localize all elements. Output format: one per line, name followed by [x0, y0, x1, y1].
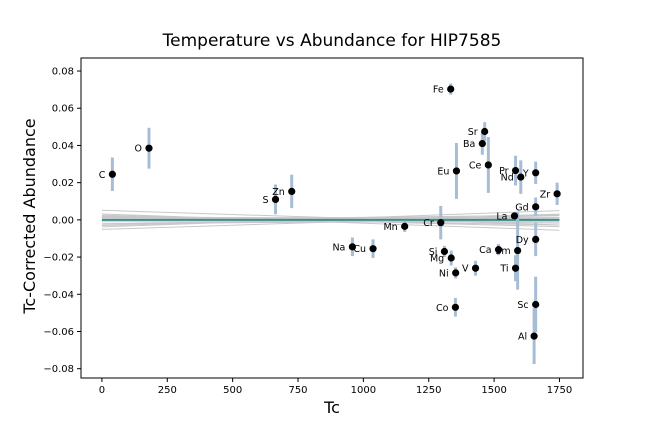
data-point: [478, 139, 486, 148]
data-point: [401, 222, 409, 230]
point-label: Cr: [423, 218, 434, 229]
y-tick-label: −0.08: [43, 364, 74, 375]
data-point: [440, 247, 449, 256]
data-point: [108, 170, 116, 178]
point-label: Ca: [479, 245, 491, 256]
data-point: [452, 269, 460, 277]
point-label: Pr: [499, 166, 509, 177]
y-tick-label: 0.08: [52, 67, 74, 78]
x-axis-ticks: 0 250 500 750 1000 1250 1500 1750: [99, 378, 572, 396]
point-label: Zn: [272, 187, 285, 198]
y-tick-label: −0.04: [43, 290, 74, 301]
y-tick-label: −0.02: [43, 253, 74, 264]
point-label: Sm: [495, 246, 510, 257]
data-point: [447, 85, 455, 93]
y-tick-label: 0.00: [52, 215, 74, 226]
data-point: [447, 254, 455, 262]
data-point: [452, 167, 461, 175]
data-point: [271, 195, 280, 203]
data-point: [514, 246, 522, 255]
data-point: [494, 246, 503, 254]
point-label: Co: [436, 303, 449, 314]
point-label: O: [134, 144, 141, 155]
data-point: [145, 144, 153, 152]
point-label: V: [462, 264, 469, 275]
plot-frame: [80, 57, 584, 379]
point-label: Mn: [383, 222, 397, 233]
data-point: [532, 169, 540, 177]
data-point: [532, 203, 540, 211]
x-tick-label: 250: [158, 385, 177, 396]
y-tick-label: 0.04: [52, 141, 74, 152]
x-tick-label: 1750: [547, 385, 572, 396]
y-tick-label: 0.02: [52, 178, 74, 189]
y-tick-label: 0.06: [52, 104, 74, 115]
data-point: [484, 161, 492, 169]
point-label: Gd: [515, 202, 528, 213]
point-label: Na: [332, 242, 345, 253]
x-tick-label: 1500: [481, 385, 506, 396]
point-label: Dy: [516, 235, 529, 246]
data-point: [532, 300, 540, 309]
data-point: [369, 245, 377, 253]
x-axis-label: Tc: [323, 398, 340, 417]
data-point: [511, 264, 520, 272]
x-tick-label: 1000: [351, 385, 376, 396]
point-label: Fe: [433, 85, 444, 96]
point-label: Sc: [517, 300, 528, 311]
data-point: [517, 173, 525, 181]
data-point: [553, 190, 561, 198]
y-axis-ticks: −0.08 −0.06 −0.04 −0.02 0.00 0.02 0.04 0.06 0.08: [43, 67, 81, 375]
point-label: Al: [518, 332, 527, 343]
data-point: [532, 235, 540, 243]
data-point: [510, 212, 519, 220]
point-label: C: [99, 170, 106, 181]
point-label: Ni: [439, 268, 449, 279]
point-label: La: [496, 211, 507, 222]
y-tick-label: −0.06: [43, 327, 74, 338]
data-point: [481, 127, 489, 136]
point-label: Nd: [501, 173, 514, 184]
point-label: Eu: [437, 166, 449, 177]
x-tick-label: 750: [288, 385, 307, 396]
y-axis-label: Tc-Corrected Abundance: [20, 118, 39, 314]
point-label: Ba: [463, 139, 475, 150]
data-point: [471, 264, 480, 272]
point-label: Y: [522, 168, 529, 179]
x-tick-label: 500: [223, 385, 242, 396]
point-label: Sr: [468, 127, 478, 138]
point-label: Ce: [469, 160, 482, 171]
data-point: [437, 219, 445, 227]
data-points: [108, 85, 561, 340]
point-label: Cu: [353, 244, 366, 255]
x-tick-label: 1250: [416, 385, 441, 396]
x-tick-label: 0: [99, 385, 105, 396]
point-label: Si: [429, 247, 438, 258]
point-label: Ti: [499, 264, 508, 275]
data-point: [348, 243, 356, 251]
point-label: Mg: [430, 254, 444, 265]
data-point: [530, 332, 538, 340]
chart-title: Temperature vs Abundance for HIP7585: [162, 31, 502, 51]
point-label: S: [262, 195, 268, 206]
data-point: [288, 187, 296, 195]
data-point: [511, 166, 520, 175]
data-point: [451, 303, 460, 311]
point-label: Zr: [540, 189, 551, 200]
